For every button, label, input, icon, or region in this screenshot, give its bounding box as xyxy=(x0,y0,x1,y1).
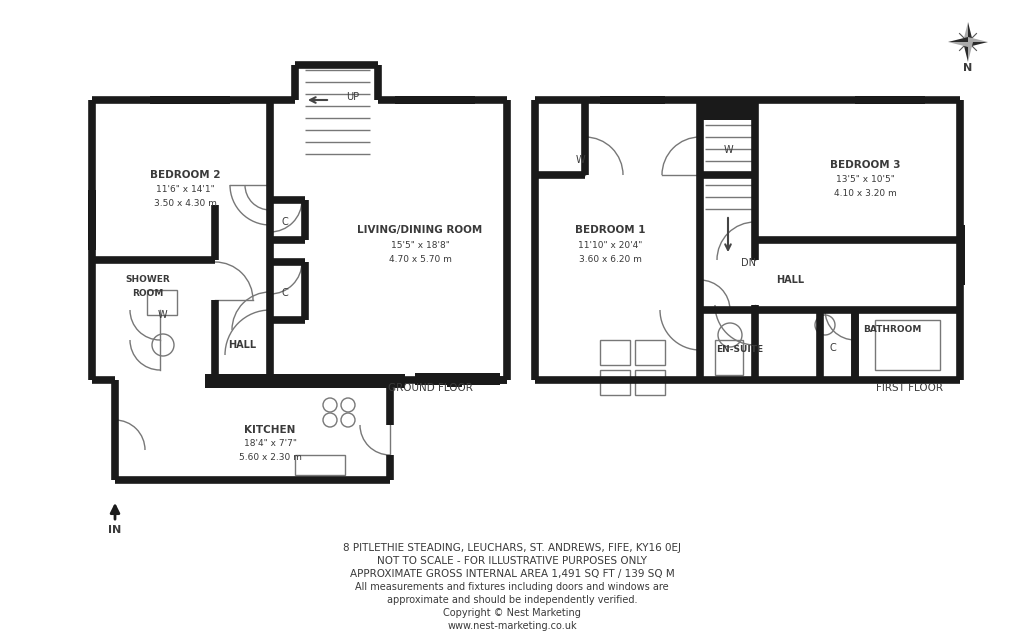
Text: 18'4" x 7'7": 18'4" x 7'7" xyxy=(244,440,297,449)
Text: W: W xyxy=(158,310,167,320)
Text: All measurements and fixtures including doors and windows are: All measurements and fixtures including … xyxy=(355,582,669,592)
Text: UP: UP xyxy=(346,92,359,102)
Polygon shape xyxy=(963,22,968,42)
Bar xyxy=(295,455,345,475)
Bar xyxy=(150,96,230,104)
Polygon shape xyxy=(968,42,988,47)
Bar xyxy=(88,190,96,250)
Text: 13'5" x 10'5": 13'5" x 10'5" xyxy=(836,176,894,185)
Bar xyxy=(700,100,755,120)
Text: 4.70 x 5.70 m: 4.70 x 5.70 m xyxy=(388,254,452,263)
Bar xyxy=(874,320,940,370)
Bar xyxy=(600,96,665,104)
Bar xyxy=(635,340,665,365)
Text: 15'5" x 18'8": 15'5" x 18'8" xyxy=(390,240,450,249)
Text: 4.10 x 3.20 m: 4.10 x 3.20 m xyxy=(834,190,896,199)
Text: APPROXIMATE GROSS INTERNAL AREA 1,491 SQ FT / 139 SQ M: APPROXIMATE GROSS INTERNAL AREA 1,491 SQ… xyxy=(349,569,675,579)
Bar xyxy=(147,290,177,315)
Text: FIRST FLOOR: FIRST FLOOR xyxy=(877,383,943,393)
Text: W: W xyxy=(723,145,733,155)
Text: BEDROOM 3: BEDROOM 3 xyxy=(829,160,900,170)
Text: LIVING/DINING ROOM: LIVING/DINING ROOM xyxy=(357,225,482,235)
Bar xyxy=(957,225,965,285)
Bar xyxy=(635,370,665,395)
Bar xyxy=(600,370,630,395)
Bar xyxy=(460,373,472,385)
Text: ROOM: ROOM xyxy=(132,288,164,298)
Text: C: C xyxy=(282,217,289,227)
Text: BEDROOM 2: BEDROOM 2 xyxy=(150,170,220,180)
Bar xyxy=(395,96,475,104)
Text: BEDROOM 1: BEDROOM 1 xyxy=(574,225,645,235)
Bar xyxy=(422,373,432,385)
Bar xyxy=(600,340,630,365)
Bar xyxy=(715,340,743,375)
Text: approximate and should be independently verified.: approximate and should be independently … xyxy=(387,595,637,605)
Bar xyxy=(447,375,462,387)
Polygon shape xyxy=(963,42,968,62)
Bar xyxy=(205,374,406,388)
Text: SHOWER: SHOWER xyxy=(126,275,170,284)
Text: NOT TO SCALE - FOR ILLUSTRATIVE PURPOSES ONLY: NOT TO SCALE - FOR ILLUSTRATIVE PURPOSES… xyxy=(377,556,647,566)
Text: C: C xyxy=(282,288,289,298)
Text: Copyright © Nest Marketing: Copyright © Nest Marketing xyxy=(443,608,581,618)
Text: HALL: HALL xyxy=(776,275,804,285)
Text: 3.60 x 6.20 m: 3.60 x 6.20 m xyxy=(579,254,641,263)
Bar xyxy=(415,373,475,385)
Text: 3.50 x 4.30 m: 3.50 x 4.30 m xyxy=(154,199,216,208)
Text: N: N xyxy=(964,63,973,73)
Bar xyxy=(460,373,500,385)
Text: 11'6" x 14'1": 11'6" x 14'1" xyxy=(156,185,214,194)
Text: 11'10" x 20'4": 11'10" x 20'4" xyxy=(578,240,642,249)
Polygon shape xyxy=(968,42,973,62)
Text: BATHROOM: BATHROOM xyxy=(863,325,922,334)
Text: 8 PITLETHIE STEADING, LEUCHARS, ST. ANDREWS, FIFE, KY16 0EJ: 8 PITLETHIE STEADING, LEUCHARS, ST. ANDR… xyxy=(343,543,681,553)
Text: C: C xyxy=(829,343,837,353)
Bar xyxy=(205,375,400,387)
Text: W: W xyxy=(575,155,585,165)
Bar xyxy=(855,96,925,104)
Text: DN: DN xyxy=(740,258,756,268)
Polygon shape xyxy=(968,37,988,42)
Text: IN: IN xyxy=(109,525,122,535)
Text: GROUND FLOOR: GROUND FLOOR xyxy=(387,383,472,393)
Text: 5.60 x 2.30 m: 5.60 x 2.30 m xyxy=(239,454,301,463)
Polygon shape xyxy=(948,37,968,42)
Text: HALL: HALL xyxy=(228,340,256,350)
Polygon shape xyxy=(968,22,973,42)
Text: KITCHEN: KITCHEN xyxy=(245,425,296,435)
Polygon shape xyxy=(948,42,968,47)
Text: EN-SUITE: EN-SUITE xyxy=(717,346,764,355)
Text: www.nest-marketing.co.uk: www.nest-marketing.co.uk xyxy=(447,621,577,631)
